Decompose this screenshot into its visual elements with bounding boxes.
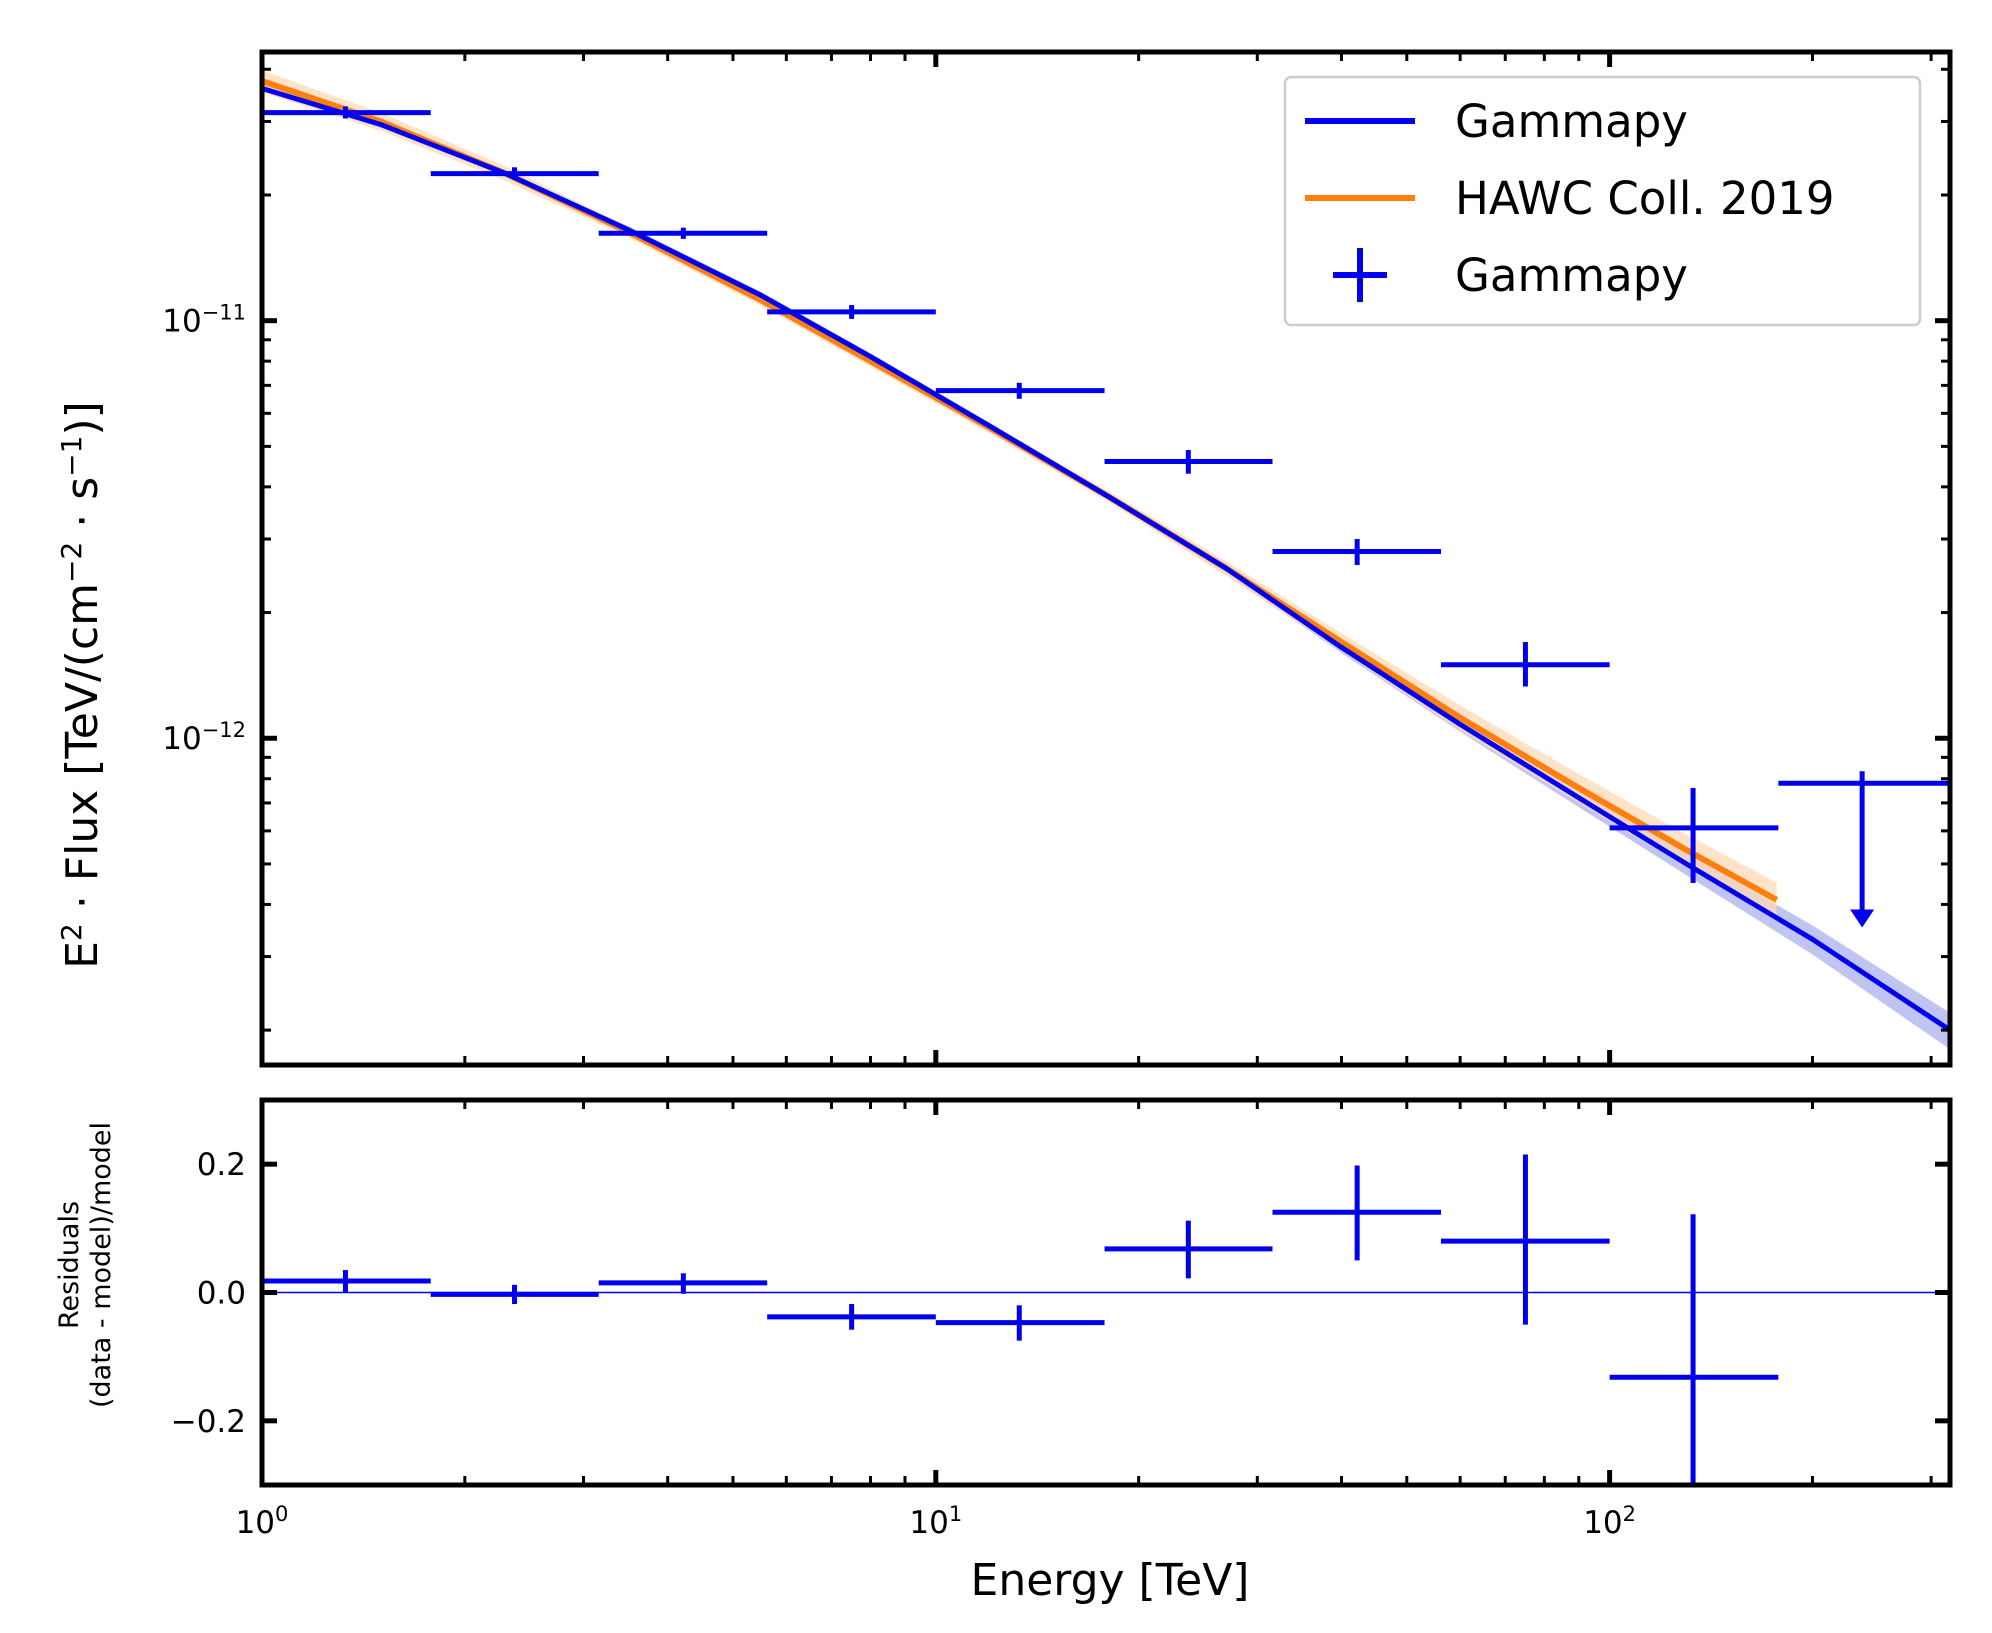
- flux-point: [262, 106, 431, 119]
- legend-label: HAWC Coll. 2019: [1455, 172, 1834, 225]
- sed-model-lines: [261, 78, 1952, 1033]
- axes-frame: [259, 49, 1953, 1068]
- x-tick-label-exp: 0: [275, 1502, 288, 1526]
- residual-point: [1104, 1220, 1273, 1279]
- y-tick-label-base: 10: [162, 721, 201, 757]
- x-tick-label-base: 10: [1583, 1505, 1622, 1541]
- legend-entry: HAWC Coll. 2019: [1305, 172, 1834, 225]
- residual-point: [430, 1284, 599, 1305]
- legend-entry: Gammapy: [1305, 95, 1688, 148]
- y-tick-label: 0.2: [197, 1147, 246, 1183]
- x-tick-label-base: 10: [909, 1505, 948, 1541]
- y-tick-label: −0.2: [171, 1404, 246, 1440]
- y-tick-label: 10−11: [162, 301, 246, 340]
- sed-y-axis-label: E2 · Flux [TeV/(cm−2 · s−1)]: [55, 401, 109, 969]
- x-tick-label-base: 10: [236, 1505, 275, 1541]
- y-tick-label-exp: −12: [202, 718, 246, 742]
- residuals-y-axis-label-sub: (data - model)/model: [86, 1122, 117, 1408]
- x-tick-label: 100: [236, 1502, 289, 1541]
- legend-entry: Gammapy: [1333, 248, 1688, 302]
- x-tick-label: 101: [909, 1502, 962, 1541]
- residual-point: [1609, 1214, 1779, 1485]
- y-tick-label: 0.0: [197, 1276, 246, 1312]
- y-tick-label: 10−12: [162, 718, 246, 757]
- legend-label: Gammapy: [1455, 249, 1688, 302]
- sed-flux-points: [262, 106, 1950, 928]
- residual-point: [598, 1273, 768, 1294]
- legend-box: [1283, 75, 1922, 327]
- residual-point: [1440, 1154, 1610, 1325]
- flux-point: [1440, 642, 1610, 687]
- y-tick-label-base: 10: [162, 304, 201, 340]
- x-axis-label: Energy [TeV]: [971, 1555, 1250, 1606]
- flux-point: [935, 382, 1105, 399]
- flux-point: [430, 167, 599, 180]
- flux-point: [1609, 788, 1779, 884]
- residuals-y-axis-label: Residuals: [54, 1201, 85, 1329]
- residual-point: [262, 1270, 431, 1293]
- model-line-0: [261, 86, 1952, 1033]
- flux-point: [1778, 771, 1950, 928]
- x-tick-label: 102: [1583, 1502, 1636, 1541]
- residual-point: [935, 1305, 1105, 1341]
- residual-point: [767, 1304, 936, 1330]
- y-tick-label-exp: −11: [202, 301, 246, 325]
- x-tick-label-exp: 2: [1623, 1502, 1636, 1526]
- residual-points: [262, 1154, 1950, 1485]
- flux-point: [1104, 450, 1273, 474]
- legend-label: Gammapy: [1455, 95, 1688, 148]
- upper-limit-arrow: [1850, 909, 1875, 928]
- legend: Gammapy HAWC Coll. 2019 Gammapy: [1283, 75, 1922, 327]
- flux-point: [598, 227, 768, 239]
- flux-point: [767, 305, 936, 319]
- flux-point: [1272, 539, 1441, 565]
- residual-point: [1272, 1165, 1441, 1261]
- x-tick-label-exp: 1: [949, 1502, 962, 1526]
